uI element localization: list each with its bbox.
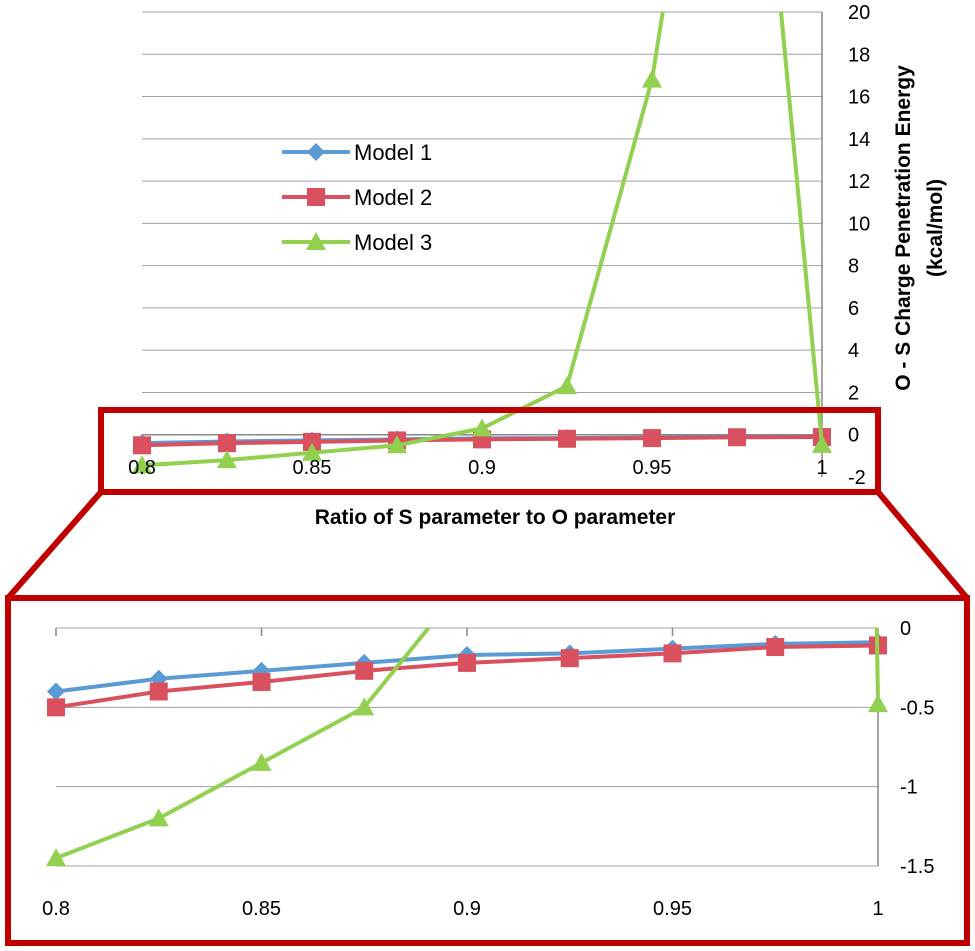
main-x-tick-label-0: 0.8	[128, 457, 156, 479]
main-y-tick-label-9: 16	[848, 87, 870, 109]
main-series-line-3	[141, 12, 824, 468]
main-point-model2-1	[218, 434, 236, 453]
inset-point-model3-2	[251, 752, 272, 771]
main-y-tick-label-7: 12	[848, 171, 870, 193]
zoom-inset-box	[5, 595, 970, 946]
main-chart-series	[132, 12, 832, 474]
main-point-model3-4	[472, 418, 492, 437]
inset-point-model1-0	[47, 682, 65, 701]
main-y-tick-label-1: 0	[848, 425, 859, 447]
main-chart-y-ticks: -2 0 2 4 6 8 10 12 14 16 18 20	[848, 2, 870, 489]
main-point-model3-1	[217, 450, 237, 469]
main-point-model3-6	[642, 69, 662, 88]
inset-x-tick-label-2: 0.9	[453, 898, 481, 920]
inset-point-model2-1	[149, 682, 168, 701]
main-point-model2-2	[303, 432, 321, 451]
main-y-tick-label-11: 20	[848, 2, 870, 24]
zoom-source-box	[98, 407, 881, 495]
inset-point-model2-0	[47, 698, 65, 717]
y-axis-label-line-2: (kcal/mol)	[924, 179, 947, 277]
main-y-tick-label-0: -2	[848, 467, 866, 489]
inset-x-tick-label-3: 0.95	[653, 898, 692, 920]
main-point-model2-7	[728, 428, 746, 447]
inset-y-tick-label-1: -1	[900, 777, 918, 799]
main-x-tick-label-1: 0.85	[293, 457, 332, 479]
inset-y-tick-label-3: 0	[900, 618, 911, 640]
main-point-model2-5	[558, 429, 576, 448]
inset-point-model2-2	[252, 672, 271, 691]
main-point-model3-3	[387, 435, 407, 454]
inset-y-tick-label-0: -1.5	[900, 856, 934, 878]
zoom-callout-frame	[5, 407, 970, 946]
inset-chart-series	[46, 628, 888, 867]
inset-point-model3-3	[354, 697, 375, 716]
inset-point-model3-1	[148, 808, 169, 827]
inset-point-model3-0	[46, 848, 66, 867]
main-y-tick-label-3: 4	[848, 340, 859, 362]
main-point-model2-0	[133, 436, 151, 455]
main-point-model3-8	[812, 434, 832, 453]
main-point-model3-0	[132, 455, 152, 474]
main-chart-gridlines	[142, 11, 822, 436]
legend-label-model2: Model 2	[354, 185, 432, 210]
main-point-model3-5	[557, 376, 577, 395]
main-point-model3-2	[302, 442, 322, 461]
main-x-tick-label-4: 1	[816, 457, 827, 479]
main-y-tick-label-8: 14	[848, 129, 870, 151]
main-chart-x-ticks: 0.8 0.85 0.9 0.95 1	[128, 457, 827, 479]
legend-marker-model2	[307, 188, 325, 206]
legend-label-model1: Model 1	[354, 140, 432, 165]
main-point-model2-6	[643, 429, 661, 448]
main-y-tick-label-6: 10	[848, 213, 870, 235]
inset-x-tick-label-4: 1	[872, 898, 883, 920]
x-axis-label: Ratio of S parameter to O parameter	[315, 506, 676, 529]
main-x-tick-label-3: 0.95	[633, 457, 672, 479]
main-y-tick-label-5: 8	[848, 256, 859, 278]
main-y-tick-label-2: 2	[848, 382, 859, 404]
inset-point-model2-3	[355, 661, 374, 680]
main-x-tick-label-2: 0.9	[468, 457, 496, 479]
zoom-connector-right	[875, 490, 970, 600]
inset-y-tick-label-2: -0.5	[900, 697, 934, 719]
inset-point-model3-8	[868, 694, 888, 713]
inset-point-model2-6	[663, 644, 682, 663]
main-y-tick-label-10: 18	[848, 44, 870, 66]
inset-x-tick-label-0: 0.8	[42, 898, 70, 920]
inset-x-tick-label-1: 0.85	[242, 898, 281, 920]
legend-marker-model1	[307, 143, 325, 161]
main-y-tick-label-4: 6	[848, 298, 859, 320]
inset-point-model2-5	[560, 649, 579, 668]
legend-marker-model3	[306, 232, 326, 250]
inset-chart-y-ticks: -1.5 -1 -0.5 0	[900, 618, 934, 878]
inset-series-line-3	[55, 628, 880, 860]
legend-label-model3: Model 3	[354, 230, 432, 255]
inset-point-model2-7	[766, 638, 785, 657]
y-axis-label-line-1: O - S Charge Penetration Energy	[892, 65, 915, 391]
inset-point-model2-4	[458, 653, 476, 672]
inset-chart-x-ticks: 0.8 0.85 0.9 0.95 1	[42, 898, 883, 920]
zoom-connector-left	[5, 490, 104, 600]
chart-legend: Model 1 Model 2 Model 3	[282, 140, 432, 255]
